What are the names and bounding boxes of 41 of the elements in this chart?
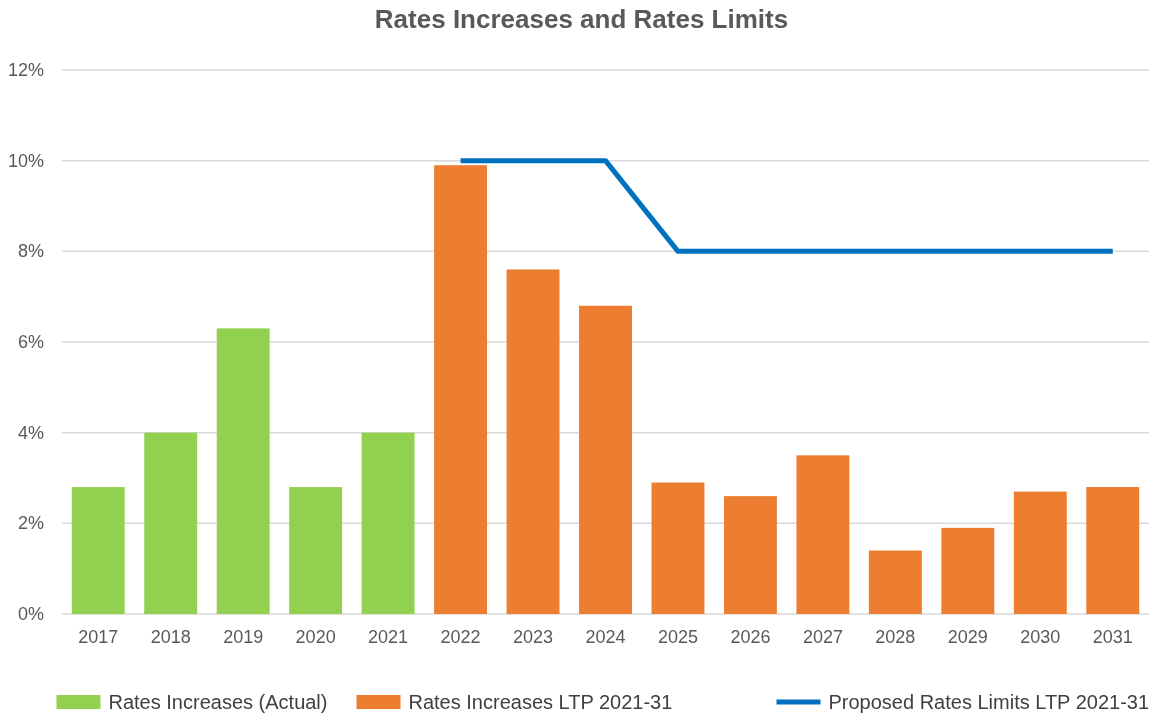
bar bbox=[216, 328, 270, 614]
bar bbox=[144, 432, 198, 614]
bar bbox=[941, 527, 995, 614]
x-tick-label: 2021 bbox=[368, 627, 409, 647]
y-tick-label: 2% bbox=[17, 513, 44, 534]
x-tick-label: 2019 bbox=[223, 627, 264, 647]
bar bbox=[1013, 491, 1067, 614]
legend-label: Proposed Rates Limits LTP 2021-31 bbox=[828, 691, 1150, 713]
x-tick-label: 2030 bbox=[1020, 627, 1061, 647]
bar bbox=[651, 482, 705, 614]
x-tick-label: 2017 bbox=[78, 627, 119, 647]
x-tick-label: 2025 bbox=[657, 627, 698, 647]
bar bbox=[579, 305, 632, 614]
y-tick-label: 10% bbox=[7, 150, 44, 171]
bar bbox=[723, 496, 777, 614]
x-tick-label: 2026 bbox=[730, 627, 771, 647]
bar bbox=[289, 487, 343, 614]
x-tick-label: 2018 bbox=[150, 627, 191, 647]
x-tick-label: 2028 bbox=[875, 627, 916, 647]
chart-title: Rates Increases and Rates Limits bbox=[374, 4, 789, 34]
bar bbox=[1086, 487, 1140, 614]
x-tick-label: 2020 bbox=[295, 627, 336, 647]
y-tick-label: 6% bbox=[17, 332, 44, 352]
bar bbox=[796, 455, 850, 614]
y-tick-label: 4% bbox=[17, 422, 44, 443]
bar bbox=[71, 487, 125, 614]
bar bbox=[868, 550, 922, 614]
legend-label: Rates Increases (Actual) bbox=[108, 691, 328, 713]
x-tick-label: 2029 bbox=[947, 627, 988, 647]
bar bbox=[361, 432, 415, 614]
x-tick-label: 2027 bbox=[802, 627, 843, 647]
x-tick-label: 2024 bbox=[585, 627, 626, 647]
bar bbox=[506, 269, 560, 614]
x-tick-label: 2031 bbox=[1092, 627, 1133, 647]
x-tick-label: 2022 bbox=[440, 627, 481, 647]
x-tick-label: 2023 bbox=[513, 627, 554, 647]
bar bbox=[434, 165, 488, 614]
y-tick-label: 8% bbox=[17, 241, 44, 262]
y-tick-label: 12% bbox=[7, 60, 44, 80]
y-tick-label: 0% bbox=[17, 604, 44, 624]
legend-label: Rates Increases LTP 2021-31 bbox=[408, 691, 673, 713]
